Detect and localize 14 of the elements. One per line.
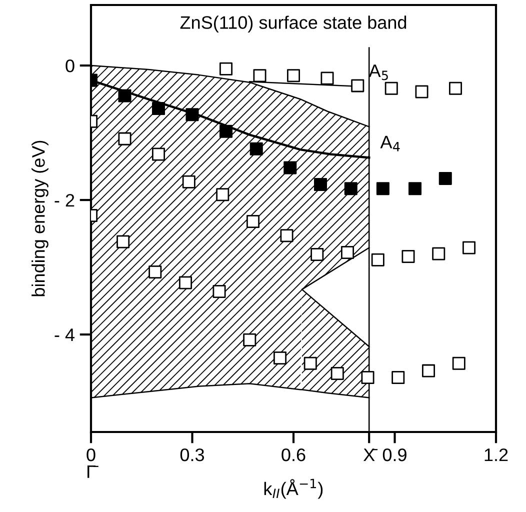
x-tick-label: 1.2 bbox=[484, 448, 508, 462]
annotation: A$_{5}$ bbox=[368, 64, 388, 80]
x-axis-title: k$_{II}$(Å$^{−1}$) bbox=[264, 478, 323, 499]
annotation: A$_{4}$ bbox=[380, 136, 400, 152]
x-tick-label: 0 Γ̄ bbox=[86, 448, 98, 478]
text: ZnS(110) surface state band bbox=[180, 16, 406, 32]
y-tick-label: 0 bbox=[66, 59, 74, 72]
y-tick-label: - 4 bbox=[54, 328, 74, 342]
x-tick-label: X̄ bbox=[363, 448, 378, 462]
x-tick-label: 0.9 bbox=[382, 448, 406, 462]
y-axis-title: binding energy (eV) bbox=[32, 140, 48, 296]
x-tick-label: 0.3 bbox=[180, 448, 204, 462]
x-tick-label: 0.6 bbox=[282, 448, 306, 462]
y-tick-label: - 2 bbox=[54, 194, 74, 207]
